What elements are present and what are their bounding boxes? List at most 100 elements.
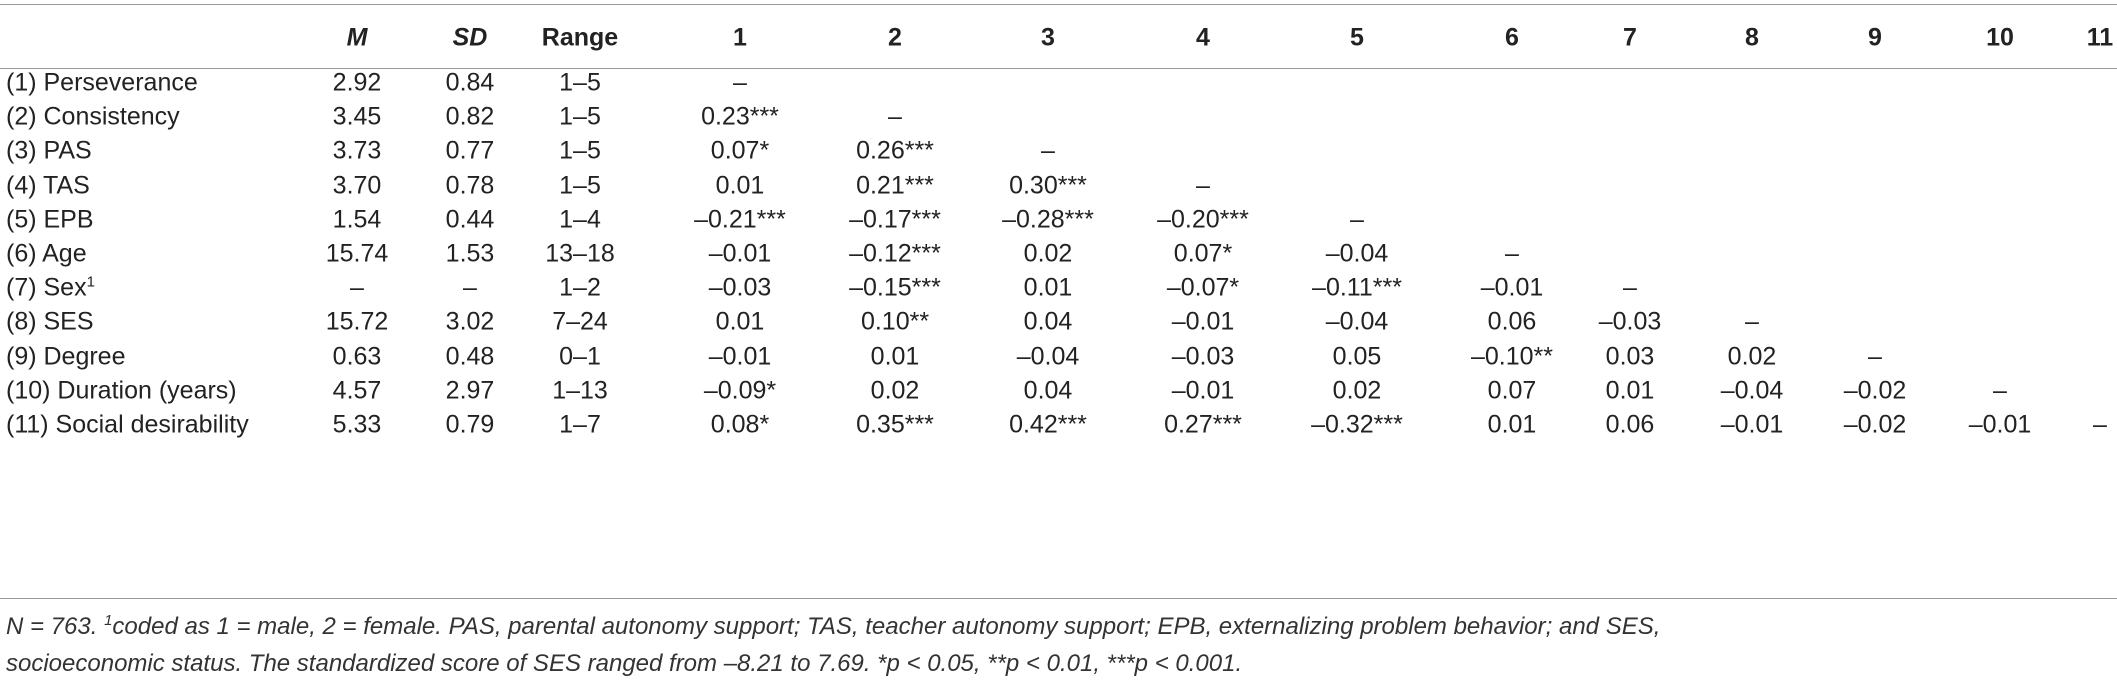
- table-cell: –0.04: [1016, 342, 1080, 371]
- table-cell: 0.05: [1332, 342, 1382, 371]
- table-cell: 1–5: [559, 68, 601, 97]
- table-cell: –0.01: [1171, 376, 1235, 405]
- table-cell: 0.26***: [856, 136, 934, 165]
- table-cell: –0.09*: [703, 376, 777, 405]
- table-cell: –0.01: [1968, 410, 2032, 439]
- table-cell: –0.01: [1171, 307, 1235, 336]
- table-cell: 2.92: [332, 68, 382, 97]
- table-cell: –: [1505, 239, 1519, 268]
- row-label-text: (8) SES: [6, 307, 94, 336]
- table-cell: 0.82: [445, 102, 495, 131]
- row-label-text: (7) Sex: [6, 273, 87, 302]
- column-header: 2: [888, 23, 902, 52]
- table-cell: –: [1868, 342, 1882, 371]
- table-cell: 0.02: [870, 376, 920, 405]
- table-cell: 0.23***: [701, 102, 779, 131]
- column-header: Range: [541, 23, 619, 52]
- row-label: (4) TAS: [6, 171, 90, 200]
- table-cell: –: [1196, 171, 1210, 200]
- column-header: 7: [1623, 23, 1637, 52]
- table-cell: 0.06: [1487, 307, 1537, 336]
- column-header: 3: [1041, 23, 1055, 52]
- table-cell: –0.02: [1843, 376, 1907, 405]
- note-lead: N = 763.: [6, 613, 105, 640]
- table-cell: 1–4: [559, 205, 601, 234]
- table-cell: 0.07*: [710, 136, 770, 165]
- column-header: 5: [1350, 23, 1364, 52]
- note-sup: 1: [104, 612, 113, 629]
- table-cell: 0.63: [332, 342, 382, 371]
- table-cell: –0.04: [1720, 376, 1784, 405]
- table-cell: –0.21***: [694, 205, 786, 234]
- row-label-text: (10) Duration (years): [6, 376, 237, 405]
- table-cell: 1–5: [559, 171, 601, 200]
- table-cell: 0.08*: [710, 410, 770, 439]
- table-cell: 2.97: [445, 376, 495, 405]
- column-header: 10: [1986, 23, 2014, 52]
- table-cell: –0.12***: [849, 239, 941, 268]
- table-cell: 0.01: [1605, 376, 1655, 405]
- column-header: SD: [452, 23, 488, 52]
- table-cell: –0.32***: [1311, 410, 1403, 439]
- table-cell: 3.45: [332, 102, 382, 131]
- table-cell: 7–24: [552, 307, 608, 336]
- table-cell: 15.72: [325, 307, 389, 336]
- row-label-text: (5) EPB: [6, 205, 94, 234]
- row-label: (1) Perseverance: [6, 69, 198, 98]
- table-cell: 0.01: [1487, 410, 1537, 439]
- top-rule: [0, 4, 2117, 5]
- row-label-text: (1) Perseverance: [6, 68, 198, 97]
- table-cell: 1.54: [332, 205, 382, 234]
- row-label: (8) SES: [6, 308, 94, 337]
- table-cell: 0.02: [1332, 376, 1382, 405]
- table-cell: –: [733, 68, 747, 97]
- column-header: 6: [1505, 23, 1519, 52]
- table-cell: 1–13: [552, 376, 608, 405]
- row-label: (6) Age: [6, 240, 87, 269]
- table-cell: 0.35***: [856, 410, 934, 439]
- table-cell: 1–5: [559, 102, 601, 131]
- table-cell: 5.33: [332, 410, 382, 439]
- note-line-2: socioeconomic status. The standardized s…: [6, 650, 1243, 677]
- row-label-text: (3) PAS: [6, 136, 92, 165]
- column-header: 4: [1196, 23, 1210, 52]
- row-label-text: (6) Age: [6, 239, 87, 268]
- column-header: 9: [1868, 23, 1882, 52]
- table-cell: 3.70: [332, 171, 382, 200]
- table-cell: 0.07: [1487, 376, 1537, 405]
- table-cell: –0.20***: [1157, 205, 1249, 234]
- table-cell: 0.78: [445, 171, 495, 200]
- table-cell: 0.07*: [1173, 239, 1233, 268]
- table-cell: 3.73: [332, 136, 382, 165]
- table-cell: 0.01: [715, 307, 765, 336]
- row-label: (2) Consistency: [6, 103, 180, 132]
- row-label-text: (2) Consistency: [6, 102, 180, 131]
- table-cell: –: [350, 273, 364, 302]
- table-cell: –0.07*: [1166, 273, 1240, 302]
- table-cell: –: [1041, 136, 1055, 165]
- table-cell: –: [1993, 376, 2007, 405]
- table-cell: 0.21***: [856, 171, 934, 200]
- row-label: (7) Sex1: [6, 274, 95, 303]
- table-cell: –0.01: [708, 342, 772, 371]
- table-cell: –0.04: [1325, 239, 1389, 268]
- bottom-rule: [0, 598, 2117, 599]
- note-text: coded as 1 = male, 2 = female. PAS, pare…: [112, 613, 1661, 640]
- table-cell: –0.10**: [1470, 342, 1554, 371]
- table-cell: –: [888, 102, 902, 131]
- table-cell: 0.04: [1023, 376, 1073, 405]
- row-label-sup: 1: [86, 273, 95, 291]
- row-label-text: (11) Social desirability: [6, 410, 249, 439]
- row-label: (9) Degree: [6, 342, 126, 371]
- table-cell: –0.03: [1598, 307, 1662, 336]
- header-rule: [0, 68, 2117, 69]
- table-cell: 0.27***: [1164, 410, 1242, 439]
- table-cell: –0.01: [1480, 273, 1544, 302]
- row-label: (10) Duration (years): [6, 376, 237, 405]
- table-cell: –: [1745, 307, 1759, 336]
- table-cell: 0–1: [559, 342, 601, 371]
- table-cell: 0.77: [445, 136, 495, 165]
- row-label: (11) Social desirability: [6, 411, 249, 440]
- note-line-1: N = 763. 1coded as 1 = male, 2 = female.…: [6, 612, 1660, 641]
